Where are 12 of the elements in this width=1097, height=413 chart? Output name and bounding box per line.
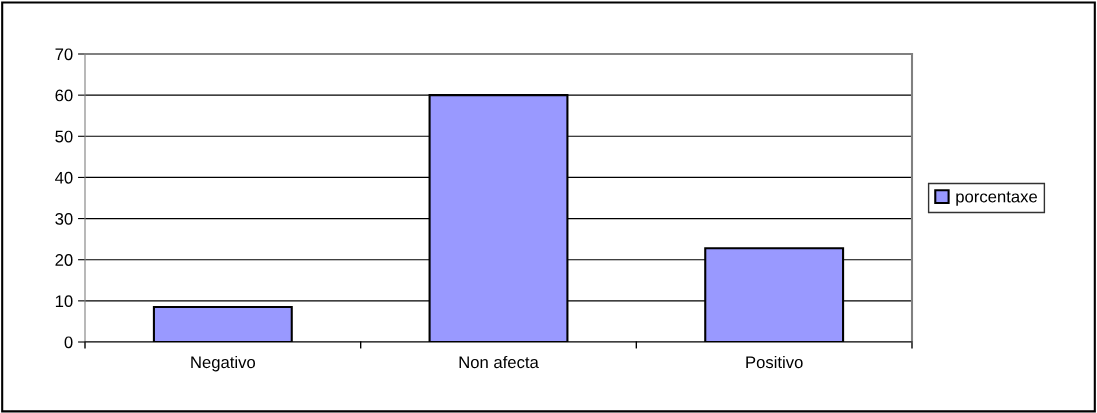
y-tick-label: 40	[55, 171, 73, 184]
x-tick-label: Negativo	[191, 355, 256, 372]
legend-label: porcentaxe	[956, 191, 1037, 206]
y-tick-label: 0	[64, 336, 73, 349]
y-tick-label: 20	[55, 254, 73, 266]
y-tick-label: 10	[55, 295, 73, 308]
y-tick-label: 70	[55, 48, 73, 61]
y-tick-label: 60	[55, 89, 73, 102]
y-tick-label: 50	[55, 130, 73, 143]
x-tick-label: Non afecta	[459, 355, 539, 369]
y-tick-label: 30	[55, 212, 73, 225]
x-tick-label: Positivo	[746, 355, 803, 369]
